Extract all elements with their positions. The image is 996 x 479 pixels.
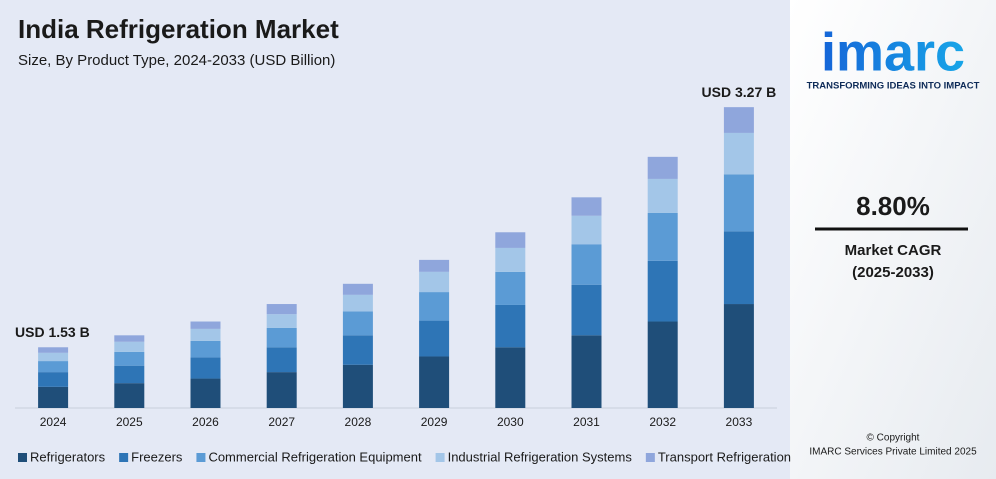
bar-segment — [723, 231, 754, 305]
bar-segment — [114, 351, 145, 366]
x-tick-label: 2031 — [573, 415, 600, 429]
x-tick-label: 2030 — [497, 415, 524, 429]
bar-segment — [495, 304, 526, 348]
bar-segment — [647, 321, 678, 408]
legend-swatch — [119, 453, 129, 462]
bar-segment — [190, 357, 221, 379]
bar-segment — [723, 174, 754, 232]
bar-segment — [647, 260, 678, 322]
legend-swatch — [196, 453, 206, 462]
side-panel — [790, 0, 996, 479]
chart-title: India Refrigeration Market — [18, 14, 339, 44]
bar-segment — [190, 340, 221, 358]
bar-segment — [342, 335, 373, 365]
bar-segment — [571, 215, 602, 245]
legend-swatch — [18, 453, 27, 462]
legend-label: Commercial Refrigeration Equipment — [208, 449, 422, 464]
bar-segment — [723, 304, 754, 408]
bar-segment — [38, 347, 69, 353]
company: IMARC Services Private Limited 2025 — [809, 447, 977, 458]
bar-segment — [647, 156, 678, 179]
bar-segment — [647, 178, 678, 213]
bar-segment — [419, 259, 450, 272]
bar-segment — [419, 356, 450, 408]
bar-segment — [342, 311, 373, 336]
cagr-label: Market CAGR — [845, 242, 942, 259]
cagr-period: (2025-2033) — [852, 264, 934, 281]
bar-segment — [342, 283, 373, 295]
bar-segment — [266, 327, 297, 348]
x-tick-label: 2026 — [192, 415, 219, 429]
x-tick-label: 2032 — [649, 415, 676, 429]
bar-segment — [266, 314, 297, 328]
bar-segment — [419, 271, 450, 293]
bar-segment — [114, 341, 145, 352]
bar-segment — [495, 271, 526, 305]
legend-swatch — [645, 453, 655, 462]
bar-segment — [419, 320, 450, 357]
bar-segment — [114, 383, 145, 408]
bar-segment — [190, 328, 221, 341]
bar-segment — [723, 107, 754, 133]
bar-segment — [114, 365, 145, 384]
bar-segment — [419, 292, 450, 321]
bar-segment — [495, 232, 526, 248]
bar-segment — [38, 352, 69, 362]
bar-segment — [266, 372, 297, 408]
legend-label: Transport Refrigeration — [658, 449, 791, 464]
bar-segment — [571, 244, 602, 285]
copyright: © Copyright — [867, 433, 920, 444]
annotation: USD 1.53 B — [15, 324, 90, 340]
bar-segment — [38, 361, 69, 373]
annotation: USD 3.27 B — [702, 84, 777, 100]
x-tick-label: 2033 — [726, 415, 753, 429]
cagr-value: 8.80% — [856, 191, 930, 221]
bar-segment — [114, 335, 145, 342]
bar-segment — [190, 378, 221, 408]
x-tick-label: 2028 — [345, 415, 372, 429]
legend-swatch — [435, 453, 445, 462]
bar-segment — [190, 321, 221, 329]
bar-segment — [571, 284, 602, 336]
bar-segment — [495, 347, 526, 408]
x-tick-label: 2025 — [116, 415, 143, 429]
tagline: TRANSFORMING IDEAS INTO IMPACT — [807, 81, 980, 92]
logo: imarc — [821, 22, 965, 82]
bar-segment — [342, 364, 373, 408]
chart-subtitle: Size, By Product Type, 2024-2033 (USD Bi… — [18, 52, 335, 69]
bar-segment — [38, 386, 69, 408]
x-tick-label: 2029 — [421, 415, 448, 429]
legend-label: Freezers — [131, 449, 183, 464]
bar-segment — [342, 294, 373, 312]
legend-label: Industrial Refrigeration Systems — [448, 449, 633, 464]
bar-segment — [571, 335, 602, 408]
bar-segment — [571, 197, 602, 216]
bar-segment — [266, 347, 297, 373]
bar-segment — [495, 247, 526, 272]
bar-segment — [647, 212, 678, 261]
x-tick-label: 2024 — [40, 415, 67, 429]
x-tick-label: 2027 — [268, 415, 295, 429]
bar-segment — [723, 132, 754, 175]
bar-segment — [266, 304, 297, 315]
legend-label: Refrigerators — [30, 449, 106, 464]
bar-segment — [38, 372, 69, 387]
